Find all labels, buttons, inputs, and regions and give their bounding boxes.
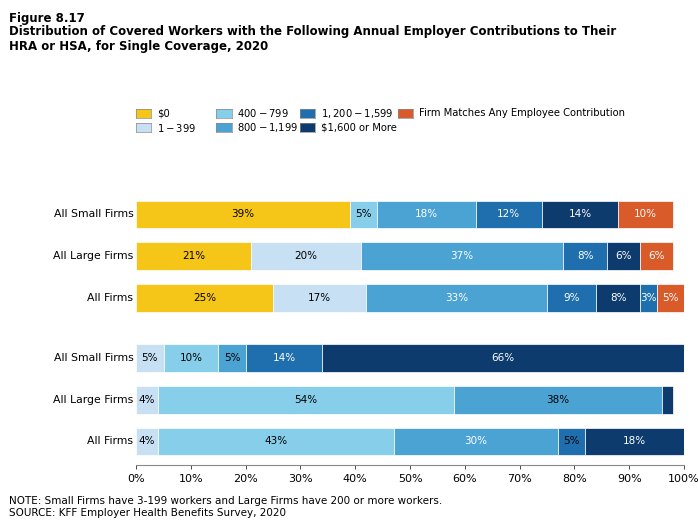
Text: 17%: 17% [308,293,332,303]
Text: $400 - $799: $400 - $799 [237,108,289,119]
Bar [322,344,684,372]
Text: $0: $0 [157,108,170,119]
Text: 18%: 18% [415,209,438,219]
Bar [136,386,158,414]
Text: Firm Matches Any Employee Contribution: Firm Matches Any Employee Contribution [419,108,625,119]
Text: 3%: 3% [640,293,657,303]
Text: NOTE: Small Firms have 3-199 workers and Large Firms have 200 or more workers.
S: NOTE: Small Firms have 3-199 workers and… [9,496,443,518]
Bar [607,242,640,270]
Bar [476,201,542,228]
Text: 14%: 14% [272,353,296,363]
Text: All Small Firms: All Small Firms [54,209,133,219]
Text: $1,200 - $1,599: $1,200 - $1,599 [321,107,393,120]
Bar [158,386,454,414]
Text: 10%: 10% [634,209,658,219]
Text: 10%: 10% [179,353,202,363]
Text: 5%: 5% [142,353,158,363]
Bar [640,242,673,270]
Text: $800 - $1,199: $800 - $1,199 [237,121,299,134]
Text: 33%: 33% [445,293,468,303]
Bar [366,284,547,312]
Text: 20%: 20% [295,251,318,261]
Text: 30%: 30% [464,436,487,446]
Text: 5%: 5% [662,293,678,303]
Text: 18%: 18% [623,436,646,446]
Bar [136,201,350,228]
Bar [563,242,607,270]
Text: 43%: 43% [265,436,288,446]
Bar [158,427,394,455]
Bar [558,427,586,455]
Bar [218,344,246,372]
Bar [542,201,618,228]
Bar [394,427,558,455]
Text: 9%: 9% [563,293,580,303]
Text: 12%: 12% [497,209,520,219]
Bar [657,284,684,312]
Text: $1 - $399: $1 - $399 [157,122,196,133]
Text: 5%: 5% [563,436,580,446]
Bar [361,242,563,270]
Bar [136,427,158,455]
Text: 4%: 4% [139,436,156,446]
Bar [136,344,163,372]
Bar [547,284,596,312]
Text: All Small Firms: All Small Firms [54,353,133,363]
Text: 8%: 8% [577,251,594,261]
Text: 5%: 5% [355,209,372,219]
Text: All Large Firms: All Large Firms [53,395,133,405]
Bar [640,284,657,312]
Text: Figure 8.17: Figure 8.17 [9,12,85,25]
Text: 8%: 8% [610,293,627,303]
Text: All Large Firms: All Large Firms [53,251,133,261]
Text: 4%: 4% [139,395,156,405]
Text: 14%: 14% [568,209,591,219]
Bar [136,242,251,270]
Text: 5%: 5% [224,353,240,363]
Bar [163,344,218,372]
Text: 54%: 54% [295,395,318,405]
Text: 38%: 38% [547,395,570,405]
Bar [136,284,273,312]
Bar [377,201,476,228]
Text: 39%: 39% [232,209,255,219]
Text: $1,600 or More: $1,600 or More [321,122,397,133]
Bar [251,242,361,270]
Text: 37%: 37% [451,251,474,261]
Bar [273,284,366,312]
Text: 25%: 25% [193,293,216,303]
Bar [618,201,673,228]
Bar [596,284,640,312]
Bar [454,386,662,414]
Text: 6%: 6% [648,251,665,261]
Text: 21%: 21% [182,251,205,261]
Bar [350,201,377,228]
Text: 6%: 6% [616,251,632,261]
Text: Distribution of Covered Workers with the Following Annual Employer Contributions: Distribution of Covered Workers with the… [9,25,616,53]
Text: All Firms: All Firms [87,293,133,303]
Bar [662,386,673,414]
Text: All Firms: All Firms [87,436,133,446]
Bar [246,344,322,372]
Text: 66%: 66% [491,353,515,363]
Bar [586,427,684,455]
